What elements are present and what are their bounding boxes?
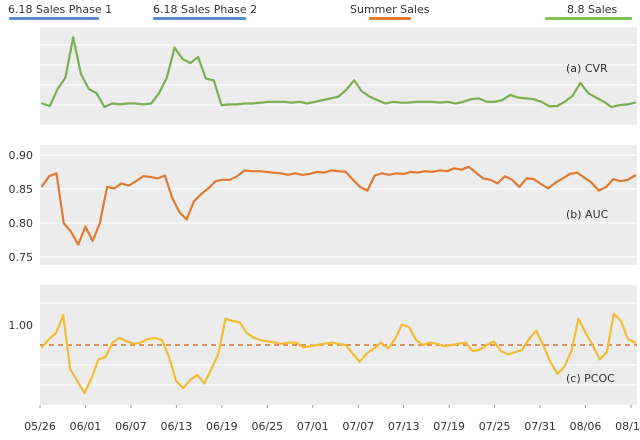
x-tick-label: 07/13 — [388, 420, 420, 433]
y-tick-auc-3: 0.90 — [9, 149, 34, 162]
x-tick-label: 07/25 — [479, 420, 511, 433]
event-bar-phase1 — [9, 17, 99, 20]
y-tick-auc-2: 0.85 — [9, 183, 34, 196]
series-line-auc — [40, 165, 637, 246]
x-tick-label: 07/07 — [342, 420, 374, 433]
panel-label-pcoc: (c) PCOC — [566, 372, 615, 385]
event-label-phase2: 6.18 Sales Phase 2 — [153, 3, 257, 16]
x-tick-label: 08/06 — [570, 420, 602, 433]
x-tick-label: 07/01 — [297, 420, 329, 433]
series-layer — [40, 36, 637, 395]
event-bar-phase2 — [153, 17, 246, 20]
event-bar-summer — [369, 17, 411, 20]
x-tick-label: 08/12 — [615, 420, 640, 433]
y-tick-auc-1: 0.80 — [9, 217, 34, 230]
series-line-pcoc — [40, 312, 637, 395]
panel-label-cvr: (a) CVR — [566, 62, 608, 75]
x-tick-layer: 05/26 06/01 06/07 06/13 06/19 06/25 07/01 07/07… — [24, 405, 640, 433]
x-tick-label: 07/31 — [524, 420, 556, 433]
series-line-cvr — [40, 36, 637, 109]
x-tick-label: 06/19 — [206, 420, 238, 433]
event-label-summer: Summer Sales — [350, 3, 430, 16]
y-tick-auc-0: 0.75 — [9, 251, 34, 264]
event-label-eight: 8.8 Sales — [567, 3, 618, 16]
event-label-phase1: 6.18 Sales Phase 1 — [8, 3, 112, 16]
x-tick-label: 05/26 — [24, 420, 56, 433]
x-tick-label: 06/01 — [70, 420, 102, 433]
x-tick-label: 06/07 — [115, 420, 147, 433]
panel-cvr-bg — [40, 27, 637, 125]
x-tick-label: 07/19 — [433, 420, 465, 433]
x-tick-label: 06/13 — [161, 420, 193, 433]
panel-label-auc: (b) AUC — [566, 208, 609, 221]
panel-auc-bg — [40, 145, 637, 265]
event-legend: 6.18 Sales Phase 1 6.18 Sales Phase 2 Su… — [8, 3, 632, 20]
x-tick-label: 06/25 — [251, 420, 283, 433]
event-bar-eight — [545, 17, 632, 20]
y-tick-pcoc-ref: 1.00 — [9, 319, 34, 332]
